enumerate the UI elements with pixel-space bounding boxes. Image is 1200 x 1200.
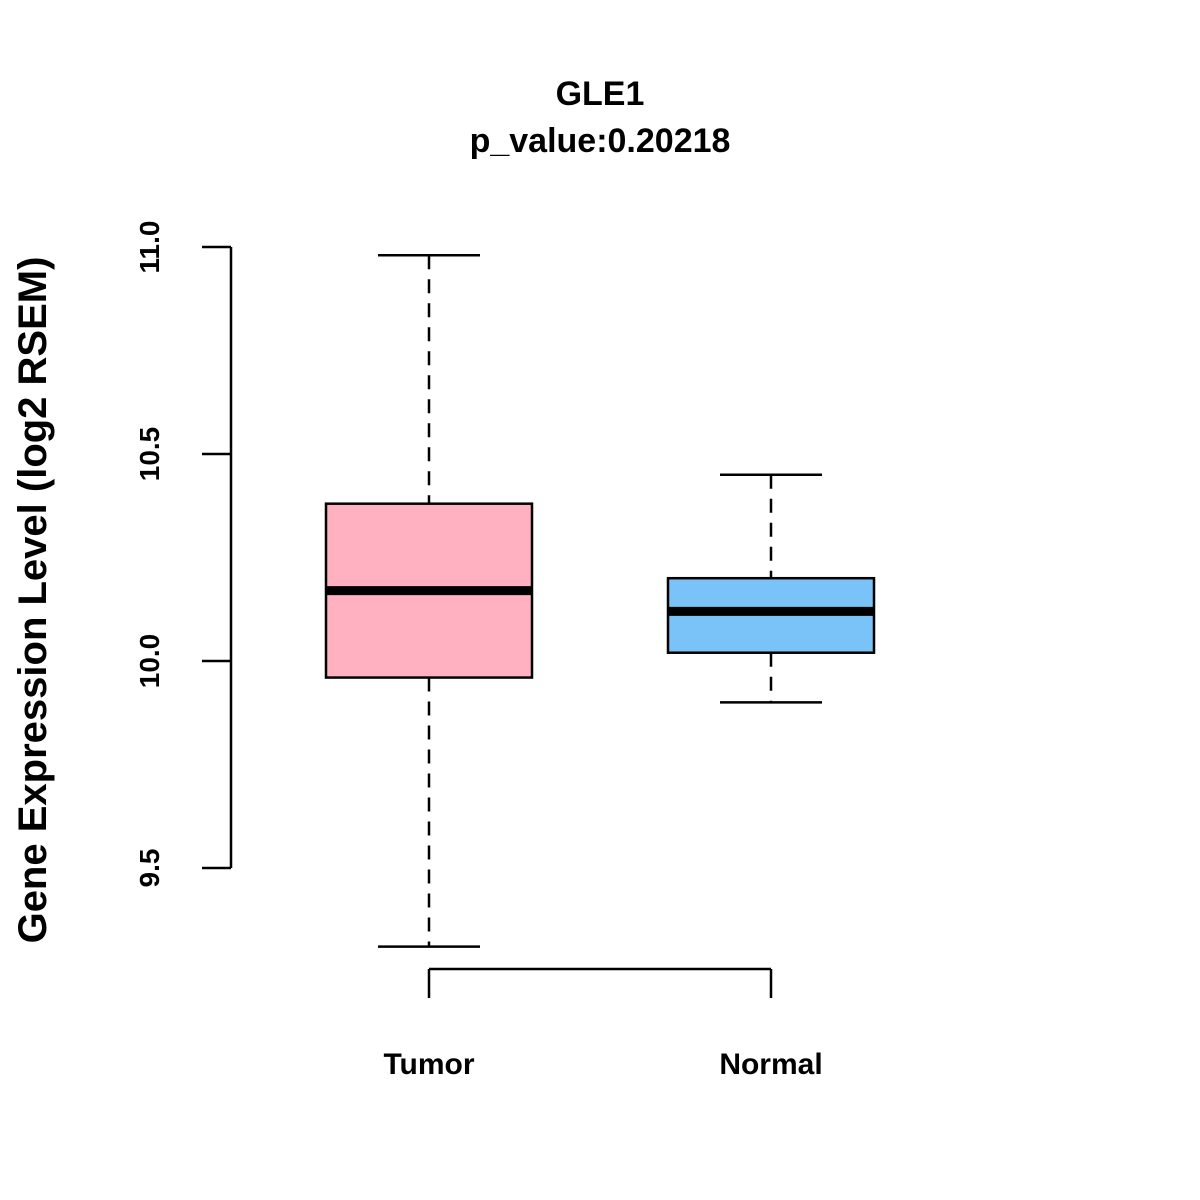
y-tick-label: 9.5 bbox=[134, 849, 165, 888]
x-tick-label-tumor: Tumor bbox=[383, 1048, 474, 1081]
chart-subtitle: p_value:0.20218 bbox=[470, 122, 731, 160]
y-axis-label: Gene Expression Level (log2 RSEM) bbox=[11, 257, 55, 944]
y-tick-label: 11.0 bbox=[134, 221, 165, 274]
x-tick-label-normal: Normal bbox=[719, 1048, 822, 1081]
boxes-group bbox=[324, 254, 876, 948]
x-axis: Tumor Normal bbox=[383, 967, 823, 1081]
y-tick-label: 10.0 bbox=[134, 634, 165, 689]
y-axis: 9.5 10.0 10.5 11.0 bbox=[134, 221, 233, 888]
chart-title: GLE1 bbox=[556, 75, 645, 113]
y-tick-label: 10.5 bbox=[134, 427, 165, 482]
